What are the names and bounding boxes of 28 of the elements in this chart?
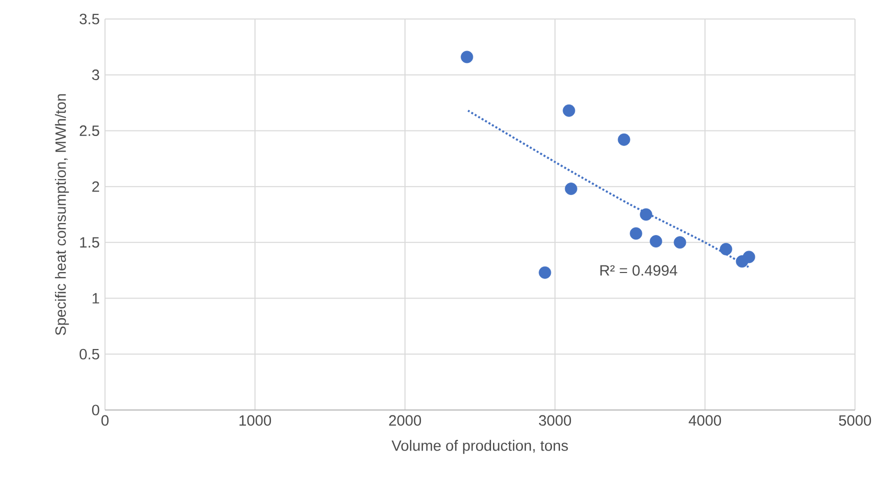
annotation: R² = 0.4994 (600, 265, 678, 276)
x-tick-label: 4000 (688, 415, 722, 426)
y-tick-label: 0 (92, 404, 100, 416)
y-tick-label: 2 (92, 181, 100, 192)
x-axis-title: Volume of production, tons (392, 440, 568, 454)
x-tick-label: 1000 (240, 415, 272, 426)
point (630, 227, 642, 240)
y-tick-label: 2.5 (80, 125, 100, 136)
point (564, 182, 578, 196)
point (742, 250, 756, 264)
y-tick-label: 3 (92, 70, 100, 80)
point (562, 104, 576, 117)
y-tick-label: 1 (92, 293, 100, 304)
y-tick-label: 1.5 (80, 237, 100, 248)
y-tick-label: 0.5 (80, 348, 100, 360)
x-tick-label: 2000 (389, 415, 422, 426)
point (674, 236, 686, 249)
y-tick-label: 3.5 (80, 14, 100, 24)
point (618, 133, 630, 146)
point (538, 266, 552, 279)
point (720, 242, 732, 256)
point (460, 50, 474, 64)
x-tick-label: 5000 (838, 415, 872, 426)
point (650, 235, 662, 248)
y-axis-title: Specific heat consumption, MWh/ton (54, 94, 69, 336)
x-tick-label: 0 (101, 415, 109, 426)
point (640, 208, 652, 221)
x-tick-label: 3000 (538, 415, 572, 426)
